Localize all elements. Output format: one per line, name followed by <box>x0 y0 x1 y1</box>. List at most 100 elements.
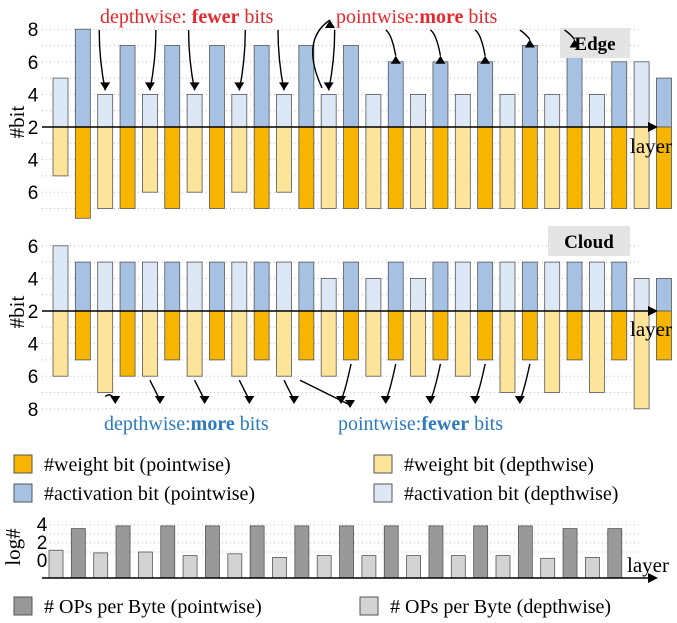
ops-x-axis-arrowhead <box>648 573 658 583</box>
cloud-weight-bar <box>74 310 91 361</box>
ops-bar <box>339 525 354 579</box>
cloud-weight-bar <box>164 310 181 361</box>
edge-weight-bar <box>432 126 449 209</box>
edge-x-axis-label: layer <box>630 134 672 158</box>
edge-activation-bar <box>276 94 292 128</box>
edge-weight-bar <box>119 126 136 209</box>
cloud-arrow <box>340 363 352 401</box>
edge-arrow-head <box>390 55 401 64</box>
edge-arrow-head <box>279 82 289 91</box>
cloud-activation-bar <box>589 261 605 312</box>
ops-bar <box>137 551 153 579</box>
legend-swatch <box>373 483 393 503</box>
edge-activation-bar <box>432 61 449 128</box>
cloud-weight-bar <box>298 310 315 361</box>
legend-label: #weight bit (depthwise) <box>404 454 594 476</box>
cloud-weight-bar <box>141 310 158 377</box>
edge-activation-bar <box>633 61 650 128</box>
cloud-activation-bar <box>432 261 449 312</box>
edge-tag-background <box>560 28 630 58</box>
edge-arrow-head <box>524 39 535 48</box>
cloud-activation-bar <box>410 277 427 312</box>
edge-pointwise-annotation: pointwise:more bits <box>336 6 498 28</box>
cloud-activation-bar <box>52 245 69 312</box>
edge-weight-bar <box>454 126 471 209</box>
edge-weight-bar <box>97 126 114 209</box>
bit-legend: #weight bit (pointwise) #weight bit (dept… <box>13 454 618 505</box>
edge-activation-bar <box>186 94 203 128</box>
edge-weight-bar <box>186 126 203 193</box>
ops-panel: layer 024 log# <box>1 515 669 583</box>
ops-bar <box>70 528 86 579</box>
edge-arrow-head <box>569 39 580 48</box>
ops-bar <box>450 555 466 579</box>
cloud-activation-bar <box>97 261 114 312</box>
edge-weight-bar <box>231 126 248 193</box>
ops-bar <box>182 555 198 579</box>
cloud-weight-bar <box>521 310 538 361</box>
cloud-weight-bar <box>589 310 605 393</box>
edge-activation-bar <box>410 94 427 128</box>
edge-arrow <box>187 29 196 91</box>
ops-y-tick-label: 2 <box>37 533 48 554</box>
cloud-y-tick-label: 6 <box>28 237 39 258</box>
edge-arrow <box>519 29 531 40</box>
cloud-arrow <box>299 379 351 406</box>
edge-x-axis-arrowhead <box>648 122 658 132</box>
cloud-activation-bar <box>656 277 672 312</box>
cloud-arrows <box>104 363 531 408</box>
cloud-activation-bar <box>387 261 404 312</box>
edge-arrow-head <box>100 82 111 91</box>
cloud-bars <box>52 245 672 410</box>
edge-weight-bar <box>253 126 270 209</box>
cloud-activation-bar <box>320 277 337 312</box>
edge-arrow <box>98 29 106 91</box>
ops-bar <box>115 525 131 579</box>
cloud-arrow <box>385 363 397 401</box>
edge-activation-bar <box>521 45 538 128</box>
cloud-weight-bar <box>253 310 270 361</box>
edge-weight-bar <box>521 126 538 209</box>
edge-activation-bar <box>477 61 494 128</box>
ops-bar <box>227 553 243 579</box>
edge-activation-bar <box>119 45 136 128</box>
cloud-tag: Cloud <box>564 232 614 253</box>
edge-weight-bar <box>589 126 605 209</box>
ops-bar <box>93 552 109 579</box>
edge-arrow <box>474 29 486 56</box>
cloud-y-axis-label: #bit <box>5 296 29 329</box>
edge-activation-bar <box>454 94 471 128</box>
cloud-x-axis-arrowhead <box>648 306 658 316</box>
edge-weight-bar <box>320 126 337 209</box>
cloud-activation-bar <box>611 261 628 312</box>
cloud-weight-bar <box>186 310 203 377</box>
edge-arrow <box>564 29 576 40</box>
edge-activation-bar <box>611 61 628 128</box>
cloud-weight-bar <box>97 310 114 393</box>
edge-weight-bar <box>365 126 382 209</box>
cloud-arrow <box>474 363 486 401</box>
edge-arrow-head <box>435 55 446 64</box>
cloud-arrow-head <box>470 396 481 404</box>
ops-bar <box>473 525 489 579</box>
ops-legend-swatch <box>13 596 33 616</box>
edge-activation-bar <box>209 45 225 128</box>
ops-bar <box>294 525 310 579</box>
cloud-weight-bar <box>454 310 471 377</box>
edge-weight-bar <box>164 126 181 209</box>
legend-swatch <box>13 454 33 474</box>
edge-activation-bar <box>164 45 181 128</box>
edge-y-tick-label: 6 <box>28 53 39 74</box>
edge-activation-bar <box>74 28 91 128</box>
cloud-activation-bar <box>477 261 494 312</box>
ops-x-axis-label: layer <box>627 553 669 577</box>
cloud-activation-bar <box>544 261 561 312</box>
cloud-arrow-head <box>110 396 121 404</box>
cloud-tag-background <box>548 226 630 256</box>
cloud-weight-bar <box>343 310 359 361</box>
edge-y-tick-label: 2 <box>28 118 39 139</box>
ops-bar <box>607 528 623 579</box>
edge-weight-bar <box>209 126 225 209</box>
cloud-y-tick-label: 8 <box>28 400 39 421</box>
cloud-arrow-head <box>199 396 210 404</box>
